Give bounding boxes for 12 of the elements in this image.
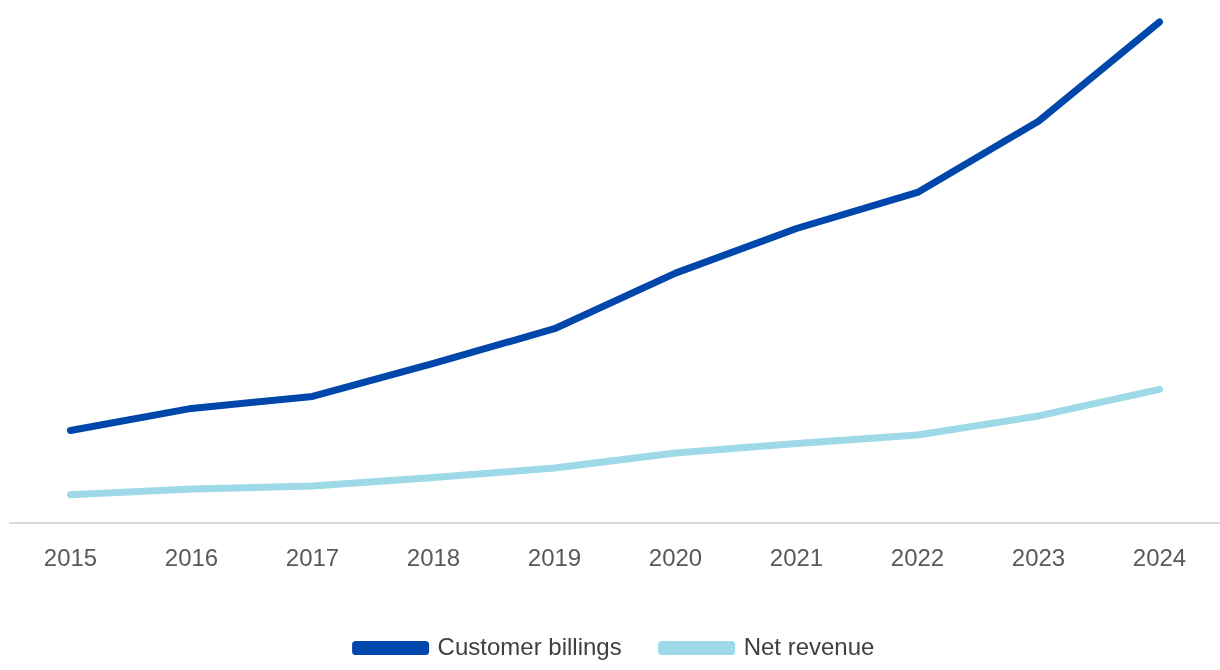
x-tick-label: 2017	[285, 544, 340, 572]
x-tick-label: 2015	[43, 544, 98, 572]
x-tick-label: 2018	[406, 544, 461, 572]
x-tick-label: 2021	[769, 544, 824, 572]
x-tick-label: 2022	[890, 544, 945, 572]
legend-label: Customer billings	[437, 632, 622, 660]
x-tick-label: 2019	[527, 544, 582, 572]
x-tick-label: 2024	[1132, 544, 1187, 572]
x-tick-label: 2016	[164, 544, 219, 572]
x-tick-label: 2020	[648, 544, 703, 572]
x-tick-label: 2023	[1011, 544, 1066, 572]
legend-label: Net revenue	[743, 632, 875, 660]
